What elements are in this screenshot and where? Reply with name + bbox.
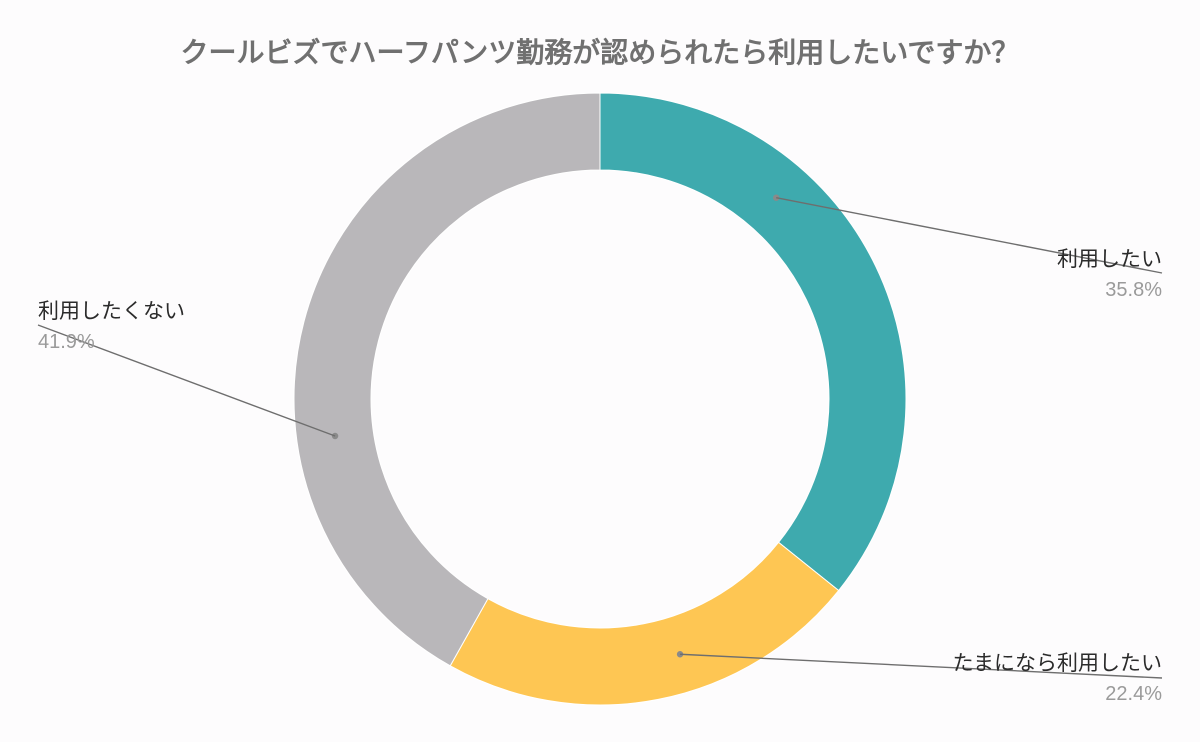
leader-line-1 bbox=[776, 197, 1163, 274]
slice-label-3: 利用したくない bbox=[38, 299, 185, 323]
slice-labels: 利用したい 35.8% たまになら利用したい 22.4% 利用したくない 41.9% bbox=[37, 194, 1163, 705]
slice-value-2: 22.4% bbox=[1105, 683, 1162, 705]
slice-value-3: 41.9% bbox=[38, 331, 95, 353]
leader-line-3 bbox=[37, 324, 336, 437]
donut-slice-2 bbox=[449, 541, 840, 706]
leader-line-2 bbox=[680, 653, 1163, 679]
slice-value-1: 35.8% bbox=[1105, 279, 1162, 301]
slice-label-1: 利用したい bbox=[1057, 247, 1162, 271]
donut-slice-3 bbox=[293, 92, 601, 667]
donut-slice-1 bbox=[599, 92, 907, 592]
donut-slices bbox=[293, 92, 907, 706]
chart-title: クールビズでハーフパンツ勤務が認められたら利用したいですか？ bbox=[181, 36, 1020, 69]
slice-label-2: たまになら利用したい bbox=[953, 651, 1162, 675]
